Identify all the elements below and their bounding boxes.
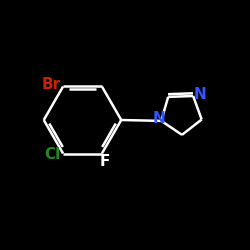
Text: N: N — [194, 87, 206, 102]
Text: N: N — [152, 111, 165, 126]
Text: F: F — [99, 154, 110, 168]
Text: Br: Br — [42, 77, 61, 92]
Text: Cl: Cl — [44, 147, 61, 162]
